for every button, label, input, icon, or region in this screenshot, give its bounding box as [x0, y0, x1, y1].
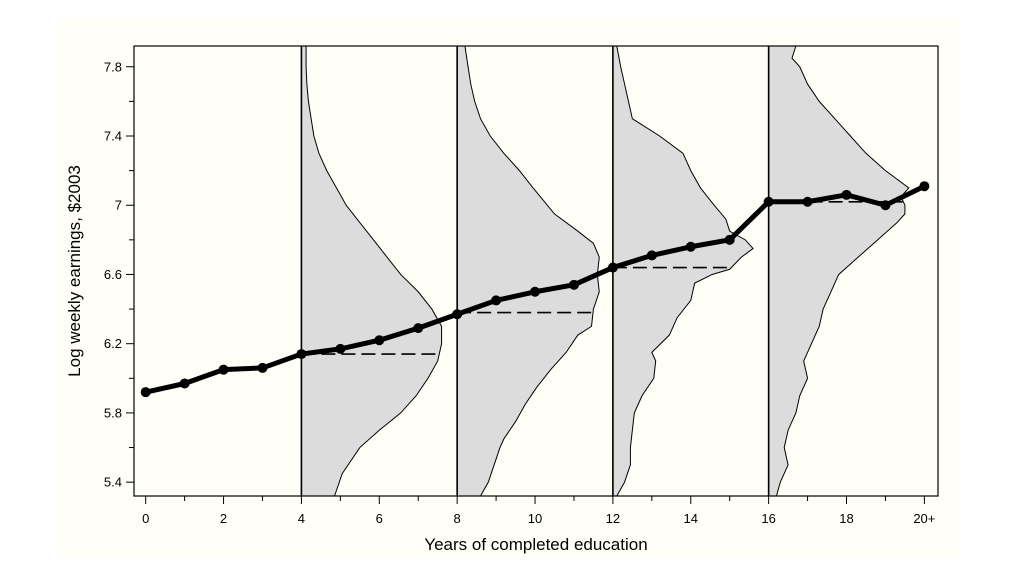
- distribution-12: [612, 46, 754, 496]
- data-point: [646, 250, 657, 261]
- x-tick-label: 10: [528, 511, 542, 526]
- x-tick-label: 14: [684, 511, 698, 526]
- x-tick-label: 4: [298, 511, 305, 526]
- data-point: [140, 387, 151, 398]
- data-point: [491, 295, 502, 306]
- x-tick-label: 12: [606, 511, 620, 526]
- data-point: [257, 362, 268, 373]
- x-tick-label: 2: [220, 511, 227, 526]
- distribution-4: [300, 46, 443, 496]
- y-tick-label: 5.8: [104, 405, 122, 420]
- x-tick-label: 0: [142, 511, 149, 526]
- data-point: [374, 335, 385, 346]
- axes-layer: 0 2 4 6 8 10 12 14 16 18 20+ 5.4 5.8 6.2 6.6 7 7.4 7.8: [104, 59, 935, 526]
- data-point: [724, 234, 735, 245]
- data-point: [413, 323, 424, 334]
- data-point: [802, 196, 813, 207]
- data-point: [880, 200, 891, 211]
- x-tick-label: 6: [376, 511, 383, 526]
- x-tick-label: 8: [454, 511, 461, 526]
- x-tick-label: 20+: [913, 511, 935, 526]
- data-point: [607, 262, 618, 273]
- y-tick-label: 5.4: [104, 475, 122, 490]
- plot-frame: [133, 45, 939, 497]
- data-point: [218, 364, 229, 375]
- y-tick-label: 6.6: [104, 267, 122, 282]
- y-tick-label: 6.2: [104, 336, 122, 351]
- data-point: [685, 241, 696, 252]
- distribution-16: [768, 46, 910, 496]
- data-point: [841, 189, 852, 200]
- series-layer: [140, 181, 930, 398]
- data-point: [179, 378, 190, 389]
- y-tick-label: 7.4: [104, 129, 122, 144]
- data-point: [296, 349, 307, 360]
- y-axis-label: Log weekly earnings, $2003: [65, 165, 84, 377]
- data-point: [335, 343, 346, 354]
- x-axis-label: Years of completed education: [424, 535, 647, 554]
- y-tick-label: 7.8: [104, 59, 122, 74]
- x-tick-label: 16: [761, 511, 775, 526]
- data-point: [763, 196, 774, 207]
- data-point: [530, 286, 541, 297]
- data-point: [452, 309, 463, 320]
- y-tick-label: 7: [115, 198, 122, 213]
- data-point: [568, 279, 579, 290]
- x-tick-label: 18: [839, 511, 853, 526]
- data-point: [919, 181, 930, 192]
